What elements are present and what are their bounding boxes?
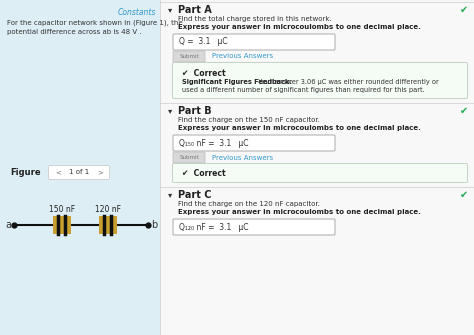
Text: Significant Figures Feedback:: Significant Figures Feedback: [182, 79, 292, 85]
Text: Part A: Part A [178, 5, 212, 15]
Text: a: a [5, 220, 11, 230]
Text: Q₁₅₀ nF =  3.1   μC: Q₁₅₀ nF = 3.1 μC [179, 138, 248, 147]
Text: Q₁₂₀ nF =  3.1   μC: Q₁₂₀ nF = 3.1 μC [179, 222, 248, 231]
Text: ✔  Correct: ✔ Correct [182, 69, 226, 78]
Text: >: > [97, 170, 103, 176]
FancyBboxPatch shape [173, 219, 335, 235]
Text: 120 nF: 120 nF [95, 205, 121, 214]
Text: 150 nF: 150 nF [49, 205, 75, 214]
Text: Figure: Figure [10, 168, 41, 177]
Text: Find the charge on the 120 nF capacitor.: Find the charge on the 120 nF capacitor. [178, 201, 320, 207]
FancyBboxPatch shape [173, 163, 467, 183]
Text: ✔  Correct: ✔ Correct [182, 169, 226, 178]
Text: Previous Answers: Previous Answers [212, 154, 273, 160]
FancyBboxPatch shape [173, 34, 335, 50]
Text: Constants: Constants [118, 8, 156, 17]
Bar [99, 216, 117, 234]
Text: Your answer 3.06 μC was either rounded differently or: Your answer 3.06 μC was either rounded d… [256, 79, 439, 85]
Text: Find the total charge stored in this network.: Find the total charge stored in this net… [178, 16, 332, 22]
Text: Part C: Part C [178, 190, 211, 200]
Text: For the capacitor network shown in (Figure 1), the: For the capacitor network shown in (Figu… [7, 20, 182, 26]
Text: ✔: ✔ [460, 5, 468, 15]
Text: ▾: ▾ [168, 190, 172, 199]
Text: Submit: Submit [179, 155, 199, 160]
Text: ✔: ✔ [460, 190, 468, 200]
Bar [0, 0, 160, 335]
Text: <: < [55, 170, 61, 176]
FancyBboxPatch shape [173, 152, 205, 163]
Text: ▾: ▾ [168, 5, 172, 14]
Text: Part B: Part B [178, 106, 211, 116]
Bar [160, 0, 474, 335]
Bar [53, 216, 71, 234]
FancyBboxPatch shape [48, 165, 109, 180]
Text: Express your answer in microcoulombs to one decimal place.: Express your answer in microcoulombs to … [178, 125, 421, 131]
FancyBboxPatch shape [173, 135, 335, 151]
Text: Express your answer in microcoulombs to one decimal place.: Express your answer in microcoulombs to … [178, 209, 421, 215]
Text: Previous Answers: Previous Answers [212, 54, 273, 60]
Text: potential difference across ab is 48 V .: potential difference across ab is 48 V . [7, 29, 142, 35]
FancyBboxPatch shape [173, 63, 467, 98]
FancyBboxPatch shape [173, 51, 205, 62]
Text: Submit: Submit [179, 54, 199, 59]
Text: Express your answer in microcoulombs to one decimal place.: Express your answer in microcoulombs to … [178, 24, 421, 30]
Text: used a different number of significant figures than required for this part.: used a different number of significant f… [182, 87, 425, 93]
Text: ✔: ✔ [460, 106, 468, 116]
Text: 1 of 1: 1 of 1 [69, 170, 89, 176]
Text: b: b [151, 220, 157, 230]
Text: Q =  3.1   μC: Q = 3.1 μC [179, 38, 228, 47]
Text: ▾: ▾ [168, 106, 172, 115]
Text: Find the charge on the 150 nF capacitor.: Find the charge on the 150 nF capacitor. [178, 117, 320, 123]
